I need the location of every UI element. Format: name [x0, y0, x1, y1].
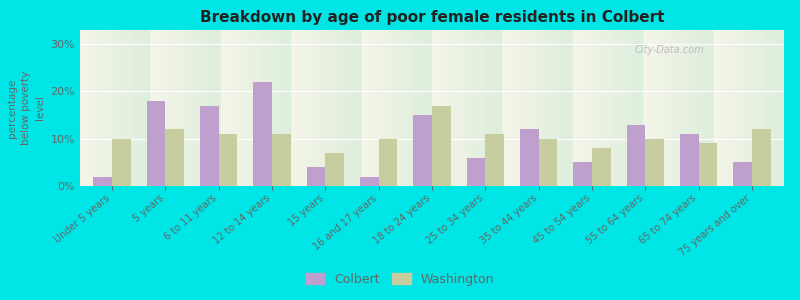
Bar	[486, 134, 504, 186]
Bar	[432, 106, 450, 186]
Bar	[306, 167, 326, 186]
Bar	[574, 162, 592, 186]
Bar	[538, 139, 558, 186]
Bar	[378, 139, 398, 186]
Legend: Colbert, Washington: Colbert, Washington	[301, 268, 499, 291]
Bar	[466, 158, 486, 186]
Bar	[520, 129, 538, 186]
Bar	[254, 82, 272, 186]
Y-axis label: percentage
below poverty
level: percentage below poverty level	[7, 71, 45, 145]
Bar	[734, 162, 752, 186]
Bar	[112, 139, 130, 186]
Bar	[752, 129, 770, 186]
Title: Breakdown by age of poor female residents in Colbert: Breakdown by age of poor female resident…	[200, 10, 664, 25]
Text: City-Data.com: City-Data.com	[634, 45, 704, 55]
Bar	[698, 143, 718, 186]
Bar	[166, 129, 184, 186]
Bar	[680, 134, 698, 186]
Bar	[414, 115, 432, 186]
Bar	[646, 139, 664, 186]
Bar	[272, 134, 290, 186]
Bar	[94, 176, 112, 186]
Bar	[360, 176, 378, 186]
Bar	[326, 153, 344, 186]
Bar	[218, 134, 238, 186]
Bar	[626, 124, 646, 186]
Bar	[146, 101, 166, 186]
Bar	[200, 106, 218, 186]
Bar	[592, 148, 610, 186]
